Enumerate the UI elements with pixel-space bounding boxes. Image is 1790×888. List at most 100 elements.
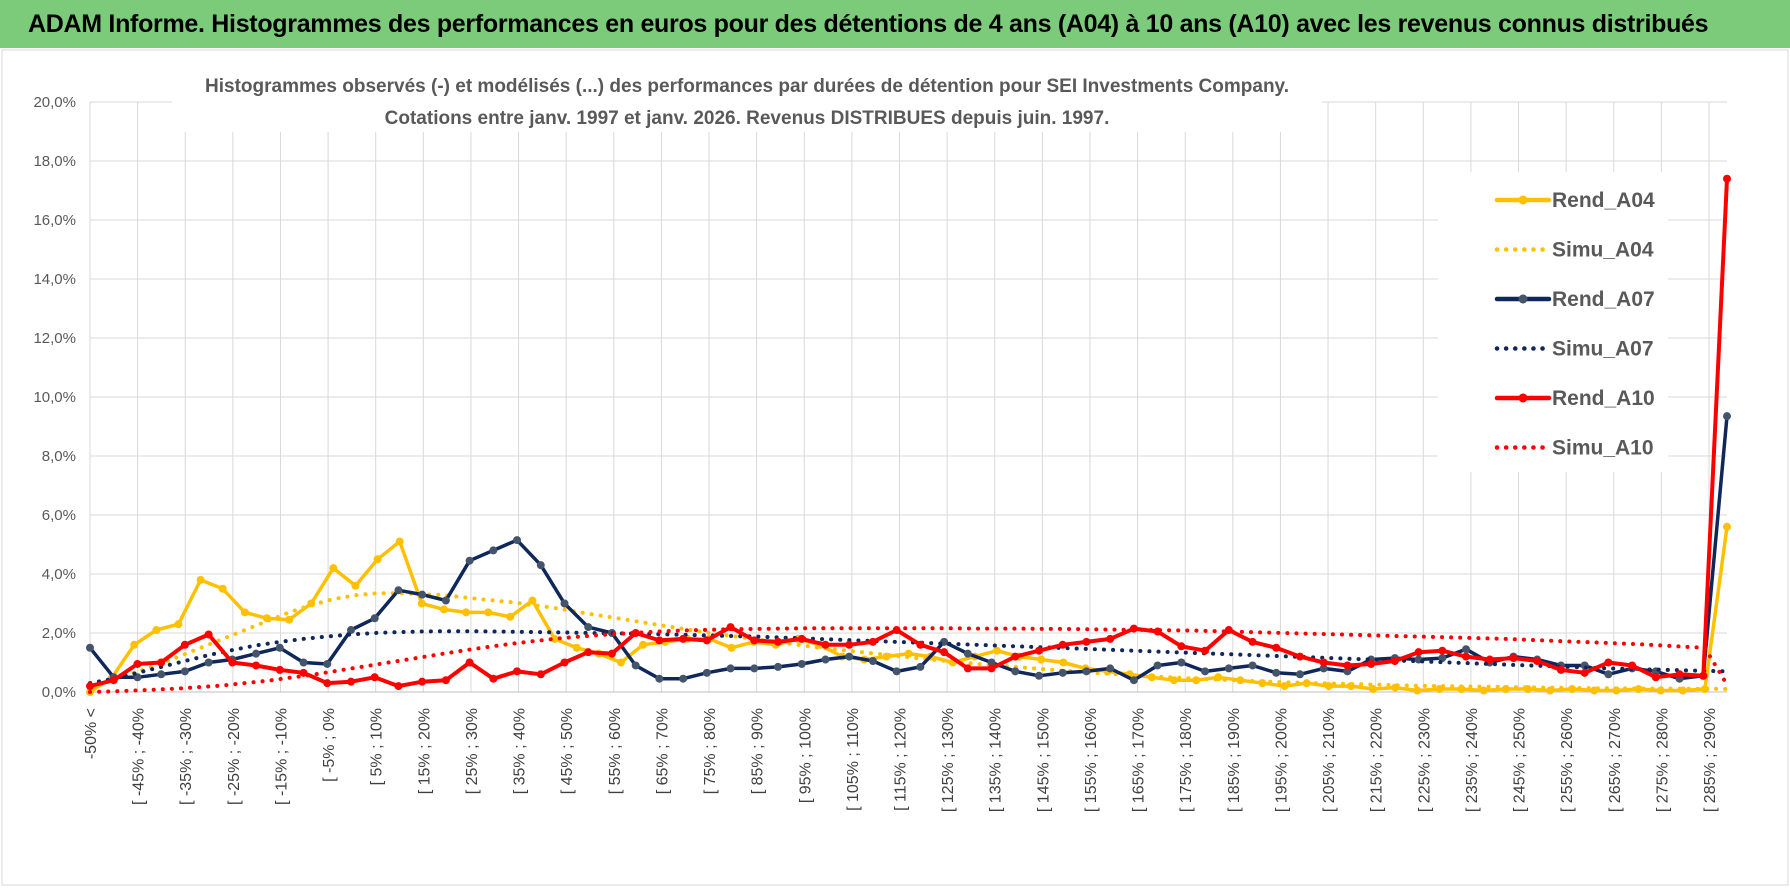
x-tick-label: [ 85% ; 90% [750,708,767,794]
x-tick-label: [ 205% ; 210% [1321,708,1338,812]
data-point-rend-a10 [845,640,854,649]
data-point-rend-a10 [821,640,830,649]
legend-label: Simu_A10 [1552,437,1654,460]
x-tick-label: [ 75% ; 80% [702,708,719,794]
x-tick-label: [ 245% ; 250% [1512,708,1529,812]
x-tick-label: [ 185% ; 190% [1226,708,1243,812]
data-point-rend-a10 [418,677,427,686]
data-point-rend-a10 [86,682,94,691]
data-point-rend-a10 [370,673,379,682]
data-point-rend-a07 [584,623,593,632]
data-point-rend-a10 [1509,654,1518,663]
data-point-rend-a10 [1034,646,1043,655]
data-point-rend-a07 [323,659,332,668]
data-point-rend-a04 [992,646,1001,655]
data-point-rend-a04 [1369,685,1378,694]
x-tick-label: [ 45% ; 50% [559,708,576,794]
data-point-rend-a07 [418,590,427,599]
data-point-rend-a10 [1390,657,1399,666]
data-point-rend-a10 [489,674,498,683]
data-point-rend-a10 [1414,648,1423,657]
data-point-rend-a10 [987,664,996,673]
data-point-rend-a04 [351,581,360,590]
data-point-rend-a04 [439,605,448,614]
legend-label: Rend_A04 [1552,189,1655,212]
data-point-rend-a10 [1580,668,1589,677]
data-point-rend-a07 [1343,667,1352,676]
data-point-rend-a04 [484,608,493,617]
data-point-rend-a04 [373,555,382,564]
data-point-rend-a07 [702,668,711,677]
data-point-rend-a10 [1438,646,1447,655]
data-point-rend-a07 [489,546,498,555]
data-point-rend-a07 [1201,667,1210,676]
x-tick-label: [ 225% ; 230% [1416,708,1433,812]
data-point-rend-a10 [109,676,118,685]
data-point-rend-a04 [1723,522,1731,531]
data-point-rend-a07 [1224,664,1233,673]
data-point-rend-a10 [1485,655,1494,664]
data-point-rend-a10 [465,658,474,667]
y-axis: 0,0% 2,0% 4,0% 6,0% 8,0% 10,0% 12,0% 14,0% 16,0%… [33,94,76,701]
data-point-rend-a04 [395,537,404,546]
data-point-rend-a10 [1675,670,1684,679]
data-point-rend-a07 [1011,667,1020,676]
x-tick-label: [ 65% ; 70% [654,708,671,794]
data-point-rend-a04 [196,575,205,584]
data-point-rend-a07 [1723,412,1731,421]
data-point-rend-a07 [916,662,925,671]
legend-marker [1518,294,1528,304]
data-point-rend-a10 [868,637,877,646]
data-point-rend-a07 [845,652,854,661]
x-tick-label: -50% < [83,708,100,759]
data-point-rend-a04 [462,608,471,617]
x-tick-label: [ 115% ; 120% [893,708,910,811]
data-point-rend-a07 [465,556,474,565]
data-point-rend-a07 [631,661,640,670]
data-point-rend-a07 [180,667,189,676]
chart-title-line1: Histogrammes observés (-) et modélisés (… [205,76,1289,97]
data-point-rend-a10 [1272,643,1281,652]
data-point-rend-a10 [1367,659,1376,668]
data-point-rend-a04 [417,599,426,608]
data-point-rend-a07 [536,561,545,570]
data-point-rend-a10 [1343,661,1352,670]
data-point-rend-a07 [726,664,735,673]
y-tick-label: 12,0% [33,330,76,347]
x-tick-label: [ 215% ; 220% [1369,708,1386,812]
data-point-rend-a07 [86,643,94,652]
x-tick-label: [ 105% ; 110% [845,708,862,811]
data-point-rend-a10 [1224,626,1233,635]
x-tick-label: [ 125% ; 130% [940,708,957,812]
data-point-rend-a07 [1153,661,1162,670]
data-point-rend-a07 [394,586,403,595]
data-point-rend-a04 [130,640,139,649]
data-point-rend-a10 [916,640,925,649]
data-point-rend-a10 [679,634,688,643]
y-tick-label: 0,0% [42,684,76,701]
chart-title-line2: Cotations entre janv. 1997 et janv. 2026… [385,108,1110,129]
data-point-rend-a07 [1272,668,1281,677]
data-point-rend-a07 [655,674,664,683]
data-point-rend-a07 [987,658,996,667]
data-point-rend-a10 [1082,637,1091,646]
data-point-rend-a10 [323,679,332,688]
x-tick-label: [ -25% ; -20% [226,708,243,805]
data-point-rend-a07 [441,596,450,605]
data-point-rend-a10 [774,637,783,646]
x-tick-label: [ 15% ; 20% [416,708,433,794]
data-point-rend-a10 [1462,652,1471,661]
legend: Rend_A04 Simu_A04 Rend_A07 Simu_A07 Rend_A10… [1438,172,1668,472]
data-point-rend-a10 [180,640,189,649]
x-tick-label: [ 175% ; 180% [1178,708,1195,812]
x-tick-label: [ 235% ; 240% [1464,708,1481,812]
data-point-rend-a10 [1319,658,1328,667]
data-point-rend-a10 [1295,652,1304,661]
y-tick-label: 10,0% [33,389,76,406]
data-point-rend-a07 [868,657,877,666]
data-point-rend-a07 [1106,664,1115,673]
data-point-rend-a07 [1248,661,1257,670]
data-point-rend-a04 [572,643,581,652]
banner-title: ADAM Informe. Histogrammes des performan… [28,9,1709,38]
data-point-rend-a10 [940,648,949,657]
